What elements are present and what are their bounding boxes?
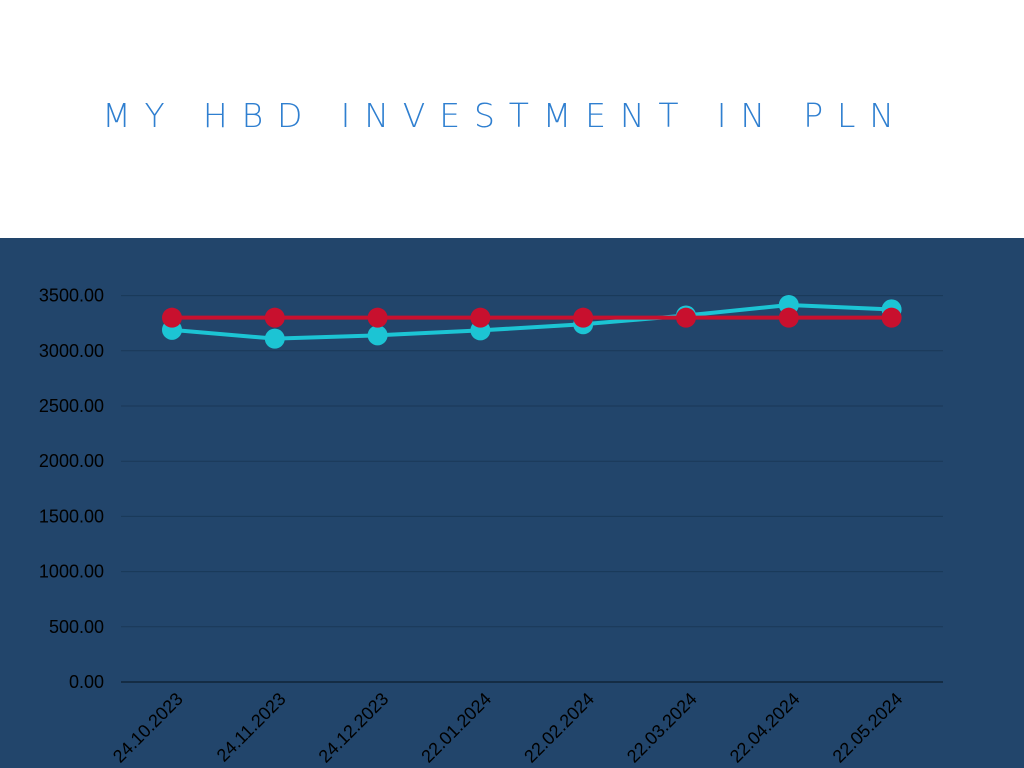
series-group	[162, 294, 902, 349]
x-tick-label: 24.10.2023	[109, 689, 187, 767]
x-tick-label: 22.01.2024	[417, 689, 495, 767]
data-point-series-2	[470, 307, 491, 328]
data-point-series-2	[367, 307, 388, 328]
y-tick-label: 500.00	[49, 617, 104, 637]
x-tick-label: 24.12.2023	[315, 689, 393, 767]
x-tick-label: 22.02.2024	[520, 689, 598, 767]
x-tick-label: 22.04.2024	[726, 689, 804, 767]
series-line-1	[171, 302, 892, 341]
data-point-series-2	[162, 307, 182, 328]
x-tick-label: 24.11.2023	[213, 689, 290, 766]
y-tick-label: 2000.00	[39, 451, 104, 471]
y-tick-label: 3000.00	[39, 341, 104, 361]
y-tick-label: 2500.00	[39, 396, 104, 416]
x-axis-ticks: 24.10.2023 24.11.2023 24.12.2023 22.01.2024…	[109, 689, 906, 767]
header: MY HBD INVESTMENT IN PLN	[0, 0, 1024, 238]
data-point-series-2	[778, 307, 799, 328]
chart-panel: 0.00 500.00 1000.00 1500.00 2000.00 2500.00 30…	[0, 238, 1024, 768]
data-point-series-2	[573, 307, 594, 328]
data-point-series-2	[881, 307, 902, 328]
gridlines	[121, 295, 943, 683]
x-tick-label: 22.05.2024	[829, 689, 907, 767]
data-point-series-1	[367, 325, 388, 346]
y-tick-label: 1000.00	[39, 562, 104, 582]
y-tick-label: 1500.00	[39, 506, 104, 526]
data-point-series-2	[676, 307, 696, 328]
x-tick-label: 22.03.2024	[623, 689, 701, 767]
chart-title: MY HBD INVESTMENT IN PLN	[102, 96, 908, 135]
y-axis-ticks: 0.00 500.00 1000.00 1500.00 2000.00 2500.00 30…	[39, 286, 104, 692]
y-tick-label: 3500.00	[39, 286, 104, 306]
line-chart: 0.00 500.00 1000.00 1500.00 2000.00 2500.00 30…	[39, 286, 943, 767]
data-point-series-2	[264, 307, 285, 328]
data-point-series-1	[264, 328, 285, 349]
y-tick-label: 0.00	[69, 672, 104, 692]
